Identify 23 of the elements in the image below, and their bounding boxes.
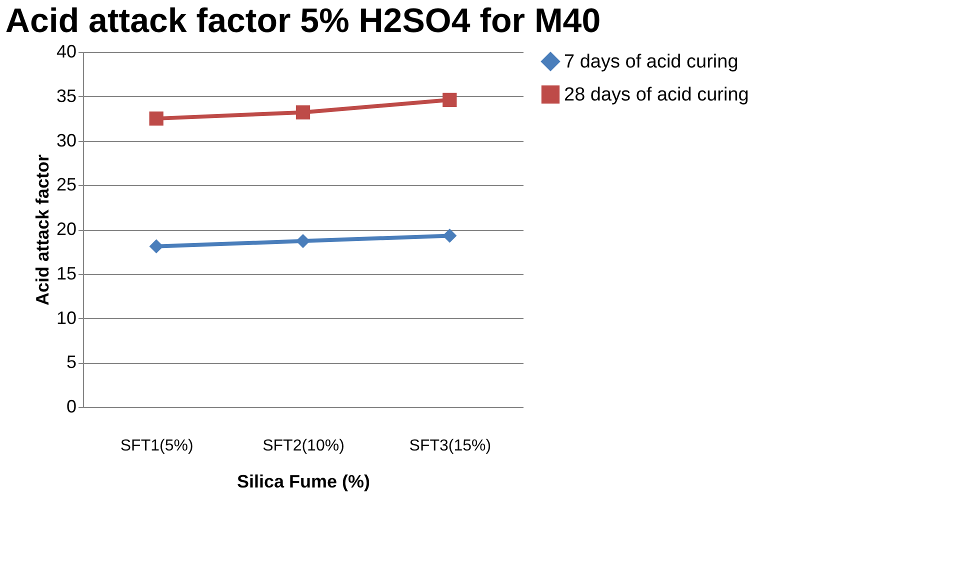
y-tick-label: 40 [56,42,76,62]
legend-label: 7 days of acid curing [564,52,738,72]
x-tick-label: SFT3(15%) [409,438,492,454]
chart-title: Acid attack factor 5% H2SO4 for M40 [5,2,601,40]
point [296,234,310,248]
y-tick-label: 30 [56,130,76,150]
point [442,92,457,107]
y-tick-label: 0 [66,396,76,416]
legend-label: 28 days of acid curing [564,84,749,106]
y-axis-title: Acid attack factor [32,154,52,306]
y-tick-label: 35 [56,86,76,106]
point [442,228,457,243]
point [149,239,164,254]
y-tick-label: 15 [56,263,76,284]
y-tick-label: 10 [56,308,76,328]
point [296,105,310,120]
y-tick-label: 20 [56,219,76,239]
x-tick-label: SFT1(5%) [120,438,194,454]
x-tick-label: SFT2(10%) [262,438,344,454]
y-tick-label: 5 [66,352,76,372]
point [149,111,164,126]
y-tick-label: 25 [56,174,76,195]
x-axis-title: Silica Fume (%) [236,472,370,492]
